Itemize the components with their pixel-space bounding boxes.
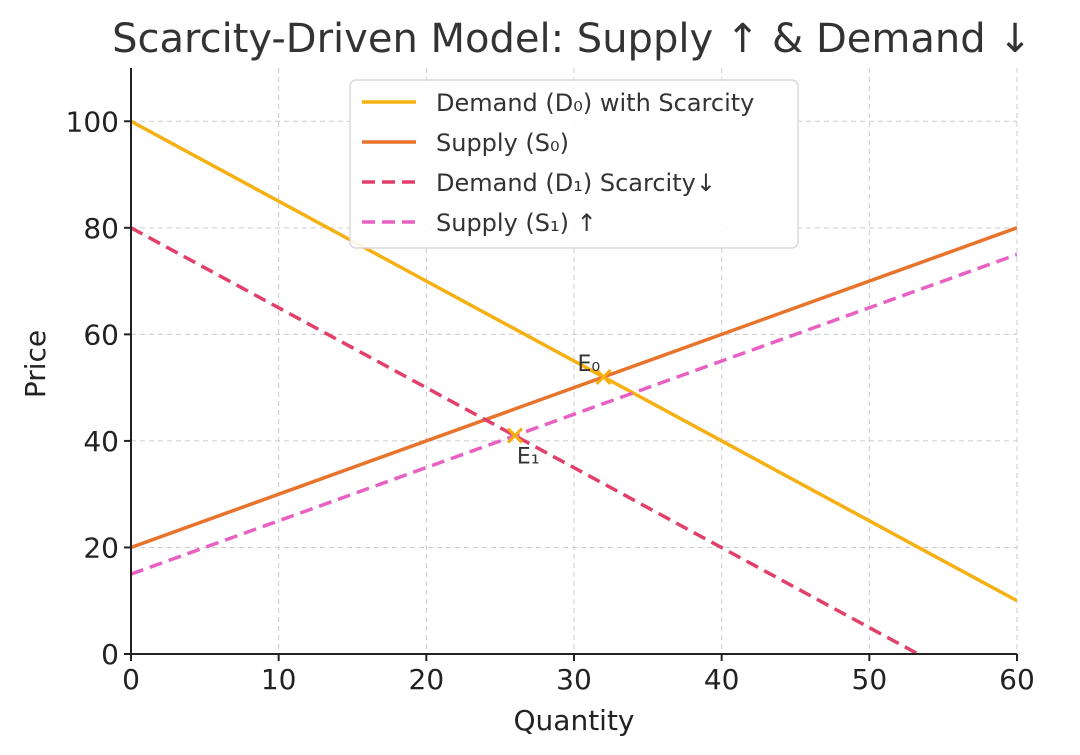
x-tick-label-1: 10 [261,663,297,696]
equilibrium-label-1: E₁ [517,445,540,470]
legend-label-2: Demand (D₁) Scarcity↓ [436,169,716,197]
x-tick-label-2: 20 [409,663,445,696]
x-tick-label-4: 40 [704,663,740,696]
y-tick-label-4: 80 [83,212,119,245]
series-line-0 [131,119,1017,603]
y-tick-label-3: 60 [83,318,119,351]
legend-label-3: Supply (S₁) ↑ [436,209,597,237]
legend-item-3: Supply (S₁) ↑ [362,209,597,237]
series-group [131,119,1017,654]
legend-label-1: Supply (S₀) [436,129,569,157]
y-tick-label-1: 20 [83,531,119,564]
equilibrium-marker-0 [595,368,612,386]
x-tick-label-3: 30 [556,663,592,696]
series-line-1 [131,226,1017,550]
legend: Demand (D₀) with Scarcity Supply (S₀) Dema… [349,79,799,249]
x-tick-label-5: 50 [852,663,888,696]
series-line-2 [131,226,919,654]
legend-label-0: Demand (D₀) with Scarcity [436,89,754,117]
legend-item-2: Demand (D₁) Scarcity↓ [362,169,716,197]
equilibrium-points: E₀ E₁ [506,352,612,470]
legend-item-0: Demand (D₀) with Scarcity [362,89,754,117]
y-tick-label-2: 40 [83,425,119,458]
series-line-3 [131,252,1017,576]
y-tick-label-5: 100 [66,105,119,138]
legend-frame [349,79,799,249]
legend-item-1: Supply (S₀) [362,129,569,157]
x-tick-label-0: 0 [122,663,140,696]
x-tick-label-6: 60 [999,663,1035,696]
chart-title: Scarcity-Driven Model: Supply ↑ & Demand… [112,16,1032,62]
x-axis-label: Quantity [514,704,635,737]
y-tick-label-0: 0 [101,638,119,671]
equilibrium-label-0: E₀ [578,352,601,377]
axes [124,68,1018,661]
y-axis-label: Price [19,330,52,398]
tick-labels: 0 10 20 30 40 50 60 0 20 40 60 80 100 [66,105,1035,696]
equilibrium-marker-1 [506,427,523,444]
